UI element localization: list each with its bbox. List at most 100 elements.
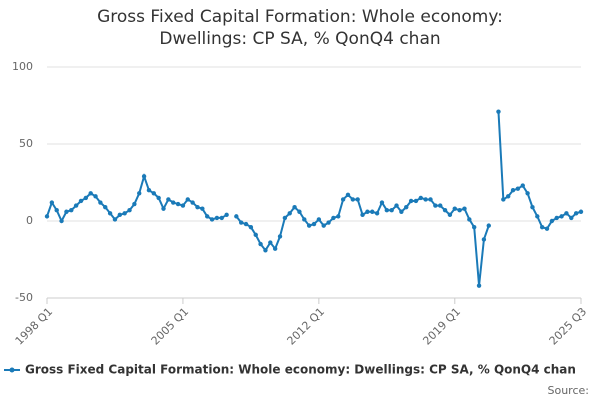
- point: [83, 195, 89, 201]
- point: [224, 212, 229, 218]
- point: [515, 186, 521, 191]
- point: [569, 215, 574, 221]
- point: [413, 198, 419, 204]
- point: [64, 209, 69, 214]
- point: [180, 203, 186, 208]
- point: [399, 209, 404, 214]
- series-line: [46, 111, 582, 286]
- point: [486, 223, 491, 228]
- point: [370, 209, 375, 214]
- point: [573, 211, 579, 216]
- point: [93, 194, 98, 199]
- point: [248, 224, 254, 230]
- x-tick-label: 1998 Q1: [13, 305, 56, 348]
- point: [98, 200, 103, 205]
- point: [438, 203, 443, 208]
- point: [442, 208, 448, 213]
- point: [253, 232, 258, 238]
- point: [137, 191, 142, 196]
- point: [107, 211, 113, 216]
- y-tick-label: -50: [15, 291, 33, 304]
- point: [306, 223, 312, 228]
- point: [200, 206, 205, 211]
- point: [525, 191, 530, 196]
- point: [175, 201, 181, 207]
- point: [156, 195, 161, 201]
- y-tick-label: 100: [12, 60, 33, 73]
- point: [530, 204, 535, 210]
- point: [559, 214, 564, 219]
- legend-marker: [9, 367, 15, 373]
- point: [141, 174, 147, 179]
- point: [263, 248, 268, 253]
- point: [321, 223, 326, 228]
- point: [472, 224, 477, 230]
- point: [243, 221, 249, 227]
- point: [117, 212, 123, 218]
- point: [467, 217, 472, 222]
- point: [423, 197, 428, 202]
- point: [282, 215, 288, 221]
- point: [539, 224, 545, 230]
- point: [544, 226, 550, 231]
- point: [311, 221, 317, 227]
- point: [219, 215, 224, 221]
- chart-title: Gross Fixed Capital Formation: Whole eco…: [97, 7, 503, 49]
- point: [44, 214, 50, 219]
- point: [171, 200, 176, 205]
- point: [59, 218, 64, 224]
- point: [166, 197, 171, 202]
- point: [520, 183, 525, 188]
- point: [340, 197, 346, 202]
- point: [234, 214, 239, 219]
- point: [510, 188, 516, 193]
- point: [428, 197, 433, 202]
- point: [384, 208, 390, 213]
- point: [389, 208, 394, 213]
- point: [122, 211, 127, 216]
- point: [447, 212, 453, 218]
- point: [355, 197, 360, 202]
- point: [404, 204, 409, 210]
- point: [535, 214, 540, 219]
- point: [554, 215, 559, 221]
- point: [336, 214, 341, 219]
- point: [433, 203, 438, 208]
- legend-label: Gross Fixed Capital Formation: Whole eco…: [25, 363, 576, 377]
- point: [214, 215, 220, 221]
- point: [151, 191, 156, 196]
- point: [331, 215, 336, 221]
- point: [209, 217, 215, 222]
- point: [418, 195, 423, 201]
- source-label: Source:: [548, 384, 590, 397]
- point: [103, 204, 108, 210]
- point: [54, 208, 59, 213]
- point: [374, 211, 380, 216]
- point: [408, 198, 414, 204]
- point: [360, 212, 365, 218]
- point: [238, 220, 244, 225]
- point: [452, 206, 457, 211]
- point: [549, 218, 555, 224]
- point: [316, 217, 322, 222]
- point: [146, 188, 152, 193]
- point: [195, 204, 200, 210]
- point: [350, 197, 356, 202]
- point: [379, 200, 385, 205]
- point: [297, 209, 302, 214]
- point: [190, 200, 195, 205]
- point: [578, 209, 584, 214]
- point: [277, 234, 283, 239]
- point: [302, 217, 307, 222]
- y-tick-label: 50: [19, 137, 33, 150]
- point: [564, 211, 569, 216]
- point: [127, 208, 132, 213]
- point: [73, 203, 79, 208]
- point: [505, 194, 511, 199]
- point: [292, 204, 297, 210]
- point: [326, 220, 331, 225]
- point: [496, 109, 501, 114]
- point: [78, 198, 84, 204]
- point: [185, 197, 190, 202]
